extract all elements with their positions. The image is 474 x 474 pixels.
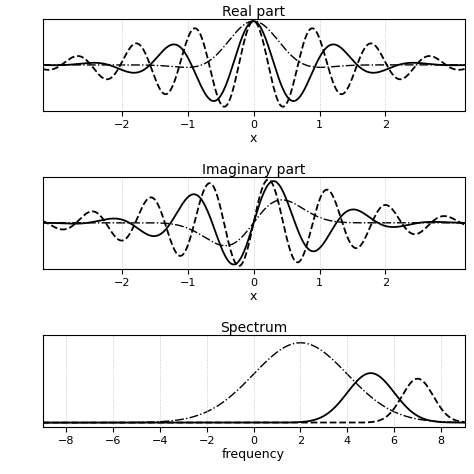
Title: Imaginary part: Imaginary part [202, 163, 305, 177]
Title: Spectrum: Spectrum [220, 321, 287, 335]
X-axis label: x: x [250, 132, 257, 145]
X-axis label: frequency: frequency [222, 448, 285, 461]
X-axis label: x: x [250, 290, 257, 303]
Title: Real part: Real part [222, 5, 285, 19]
